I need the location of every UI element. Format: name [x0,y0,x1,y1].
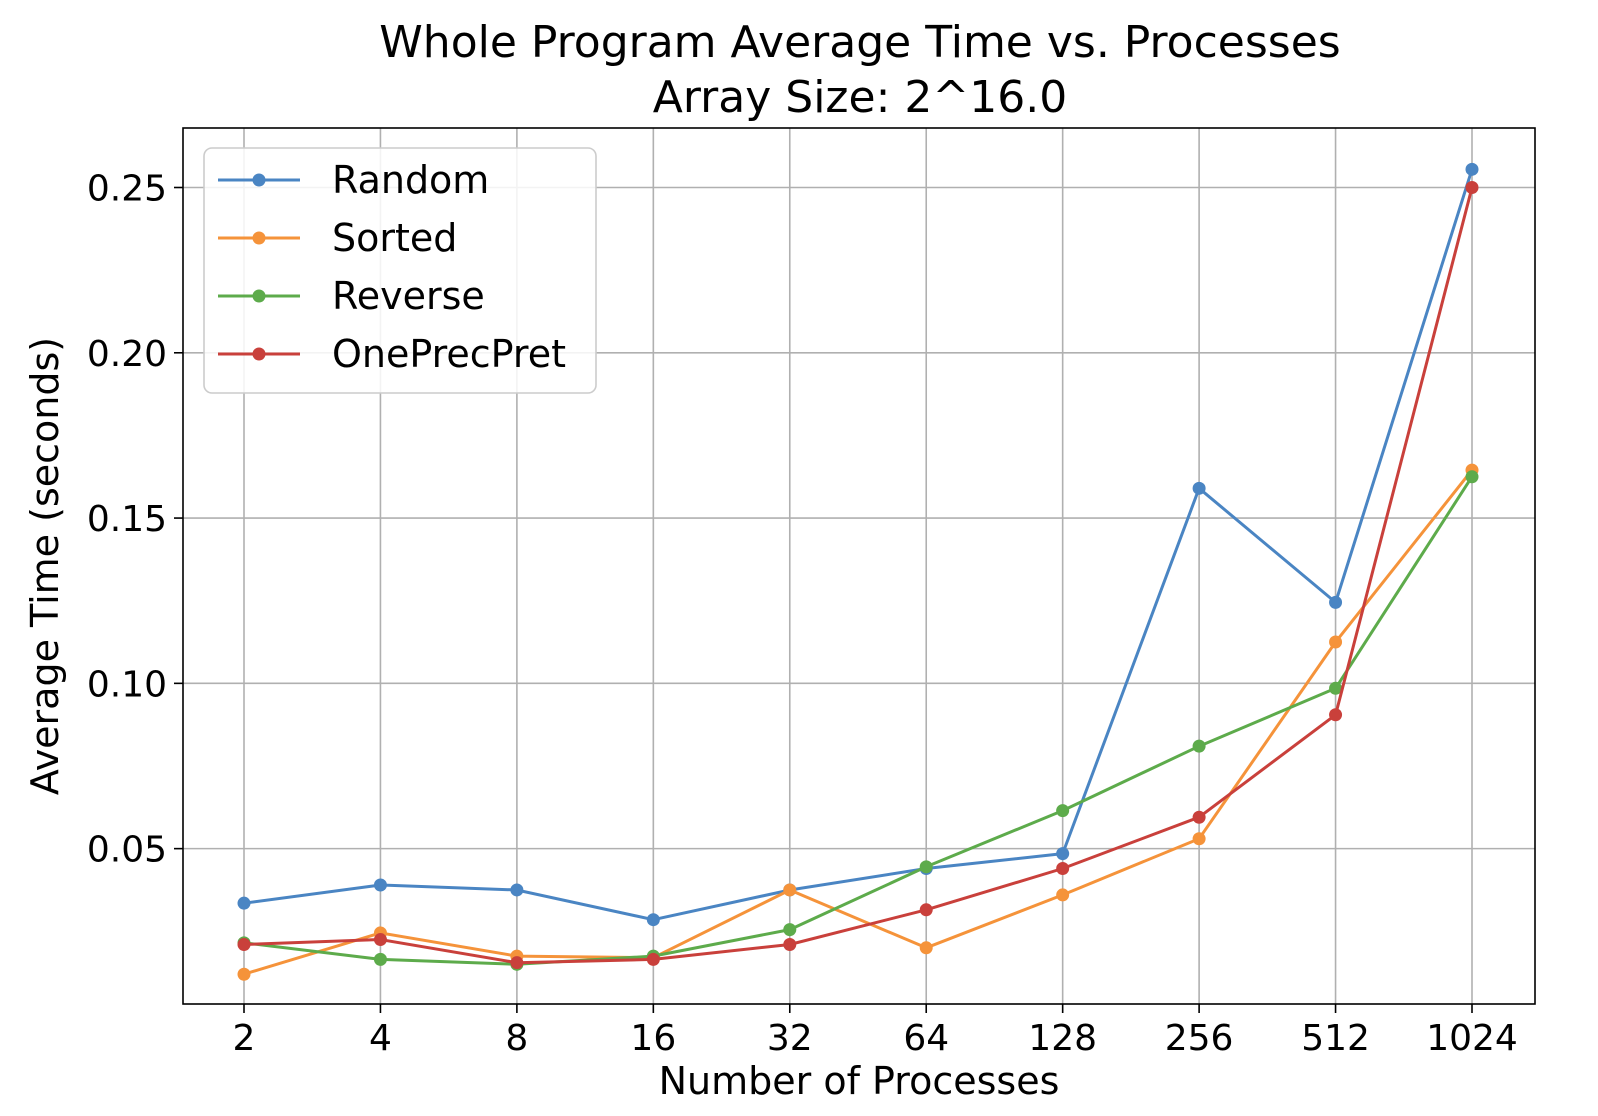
x-tick-label: 2 [233,1018,256,1059]
legend-swatch-marker [252,347,266,361]
legend-swatch-marker [252,231,266,245]
x-tick-label: 4 [369,1018,392,1059]
y-tick-label: 0.20 [87,334,167,375]
legend-swatch-marker [252,173,266,187]
y-tick-label: 0.15 [87,499,167,540]
data-point-sorted [1329,635,1343,649]
legend-item-oneprecpret: OnePrecPret [218,332,566,376]
legend-label: Random [332,158,489,202]
data-point-sorted [237,967,251,981]
data-point-reverse [919,860,933,874]
legend-label: Sorted [332,216,457,260]
series-reverse [237,470,1479,971]
series-oneprecpret [237,181,1479,970]
series-layer [237,162,1479,981]
x-tick-label: 256 [1165,1018,1234,1059]
data-point-random [237,896,251,910]
x-tick-label: 512 [1301,1018,1370,1059]
series-sorted [237,463,1479,981]
legend-items: Random Sorted Reverse OnePrecPret [218,158,566,376]
data-point-random [510,883,524,897]
x-axis-label: Number of Processes [659,1059,1060,1103]
data-point-oneprecpret [1056,861,1070,875]
series-line-random [243,168,1474,922]
data-point-sorted [1192,832,1206,846]
data-point-sorted [1056,888,1070,902]
chart-subtitle: Array Size: 2^16.0 [653,72,1067,123]
data-point-sorted [919,941,933,955]
legend-item-random: Random [218,158,489,202]
series-line-reverse [243,475,1474,966]
data-point-oneprecpret [510,956,524,970]
y-tick-label: 0.25 [87,169,167,210]
series-line-oneprecpret [243,187,1474,965]
legend-label: OnePrecPret [332,332,566,376]
data-point-sorted [783,883,797,897]
legend-label: Reverse [332,274,485,318]
data-point-oneprecpret [237,937,251,951]
x-tick-label: 32 [767,1018,813,1059]
chart-title: Whole Program Average Time vs. Processes [379,17,1340,68]
data-point-random [1465,162,1479,176]
x-tick-label: 8 [505,1018,528,1059]
x-tick-label: 1024 [1426,1018,1518,1059]
x-tick-label: 16 [630,1018,676,1059]
data-point-oneprecpret [919,903,933,917]
data-point-reverse [1465,470,1479,484]
data-point-oneprecpret [1465,181,1479,195]
series-line-sorted [243,469,1474,976]
x-axis-ticks: 2 4 8 16 32 64 128 256 512 1024 [233,1004,1518,1059]
data-point-reverse [373,952,387,966]
data-point-random [373,878,387,892]
y-tick-label: 0.10 [87,664,167,705]
data-point-reverse [1056,804,1070,818]
legend-box [203,147,597,394]
legend-item-reverse: Reverse [218,274,485,318]
data-point-random [1192,481,1206,495]
data-point-oneprecpret [646,952,660,966]
data-point-reverse [1192,739,1206,753]
data-point-oneprecpret [373,933,387,947]
y-axis-ticks: 0.05 0.10 0.15 0.20 0.25 [87,169,183,871]
data-point-oneprecpret [1329,708,1343,722]
data-point-random [646,913,660,927]
data-point-random [1329,595,1343,609]
legend-item-sorted: Sorted [218,216,457,260]
y-axis-label: Average Time (seconds) [23,337,67,795]
data-point-oneprecpret [783,937,797,951]
legend: Random Sorted Reverse OnePrecPret [203,147,597,394]
data-point-reverse [783,923,797,937]
y-tick-label: 0.05 [87,830,167,871]
plot-frame [182,127,1536,1005]
x-tick-label: 64 [903,1018,949,1059]
legend-swatch-marker [252,289,266,303]
data-point-reverse [1329,681,1343,695]
x-tick-label: 128 [1028,1018,1097,1059]
data-point-oneprecpret [1192,810,1206,824]
data-point-random [1056,847,1070,861]
